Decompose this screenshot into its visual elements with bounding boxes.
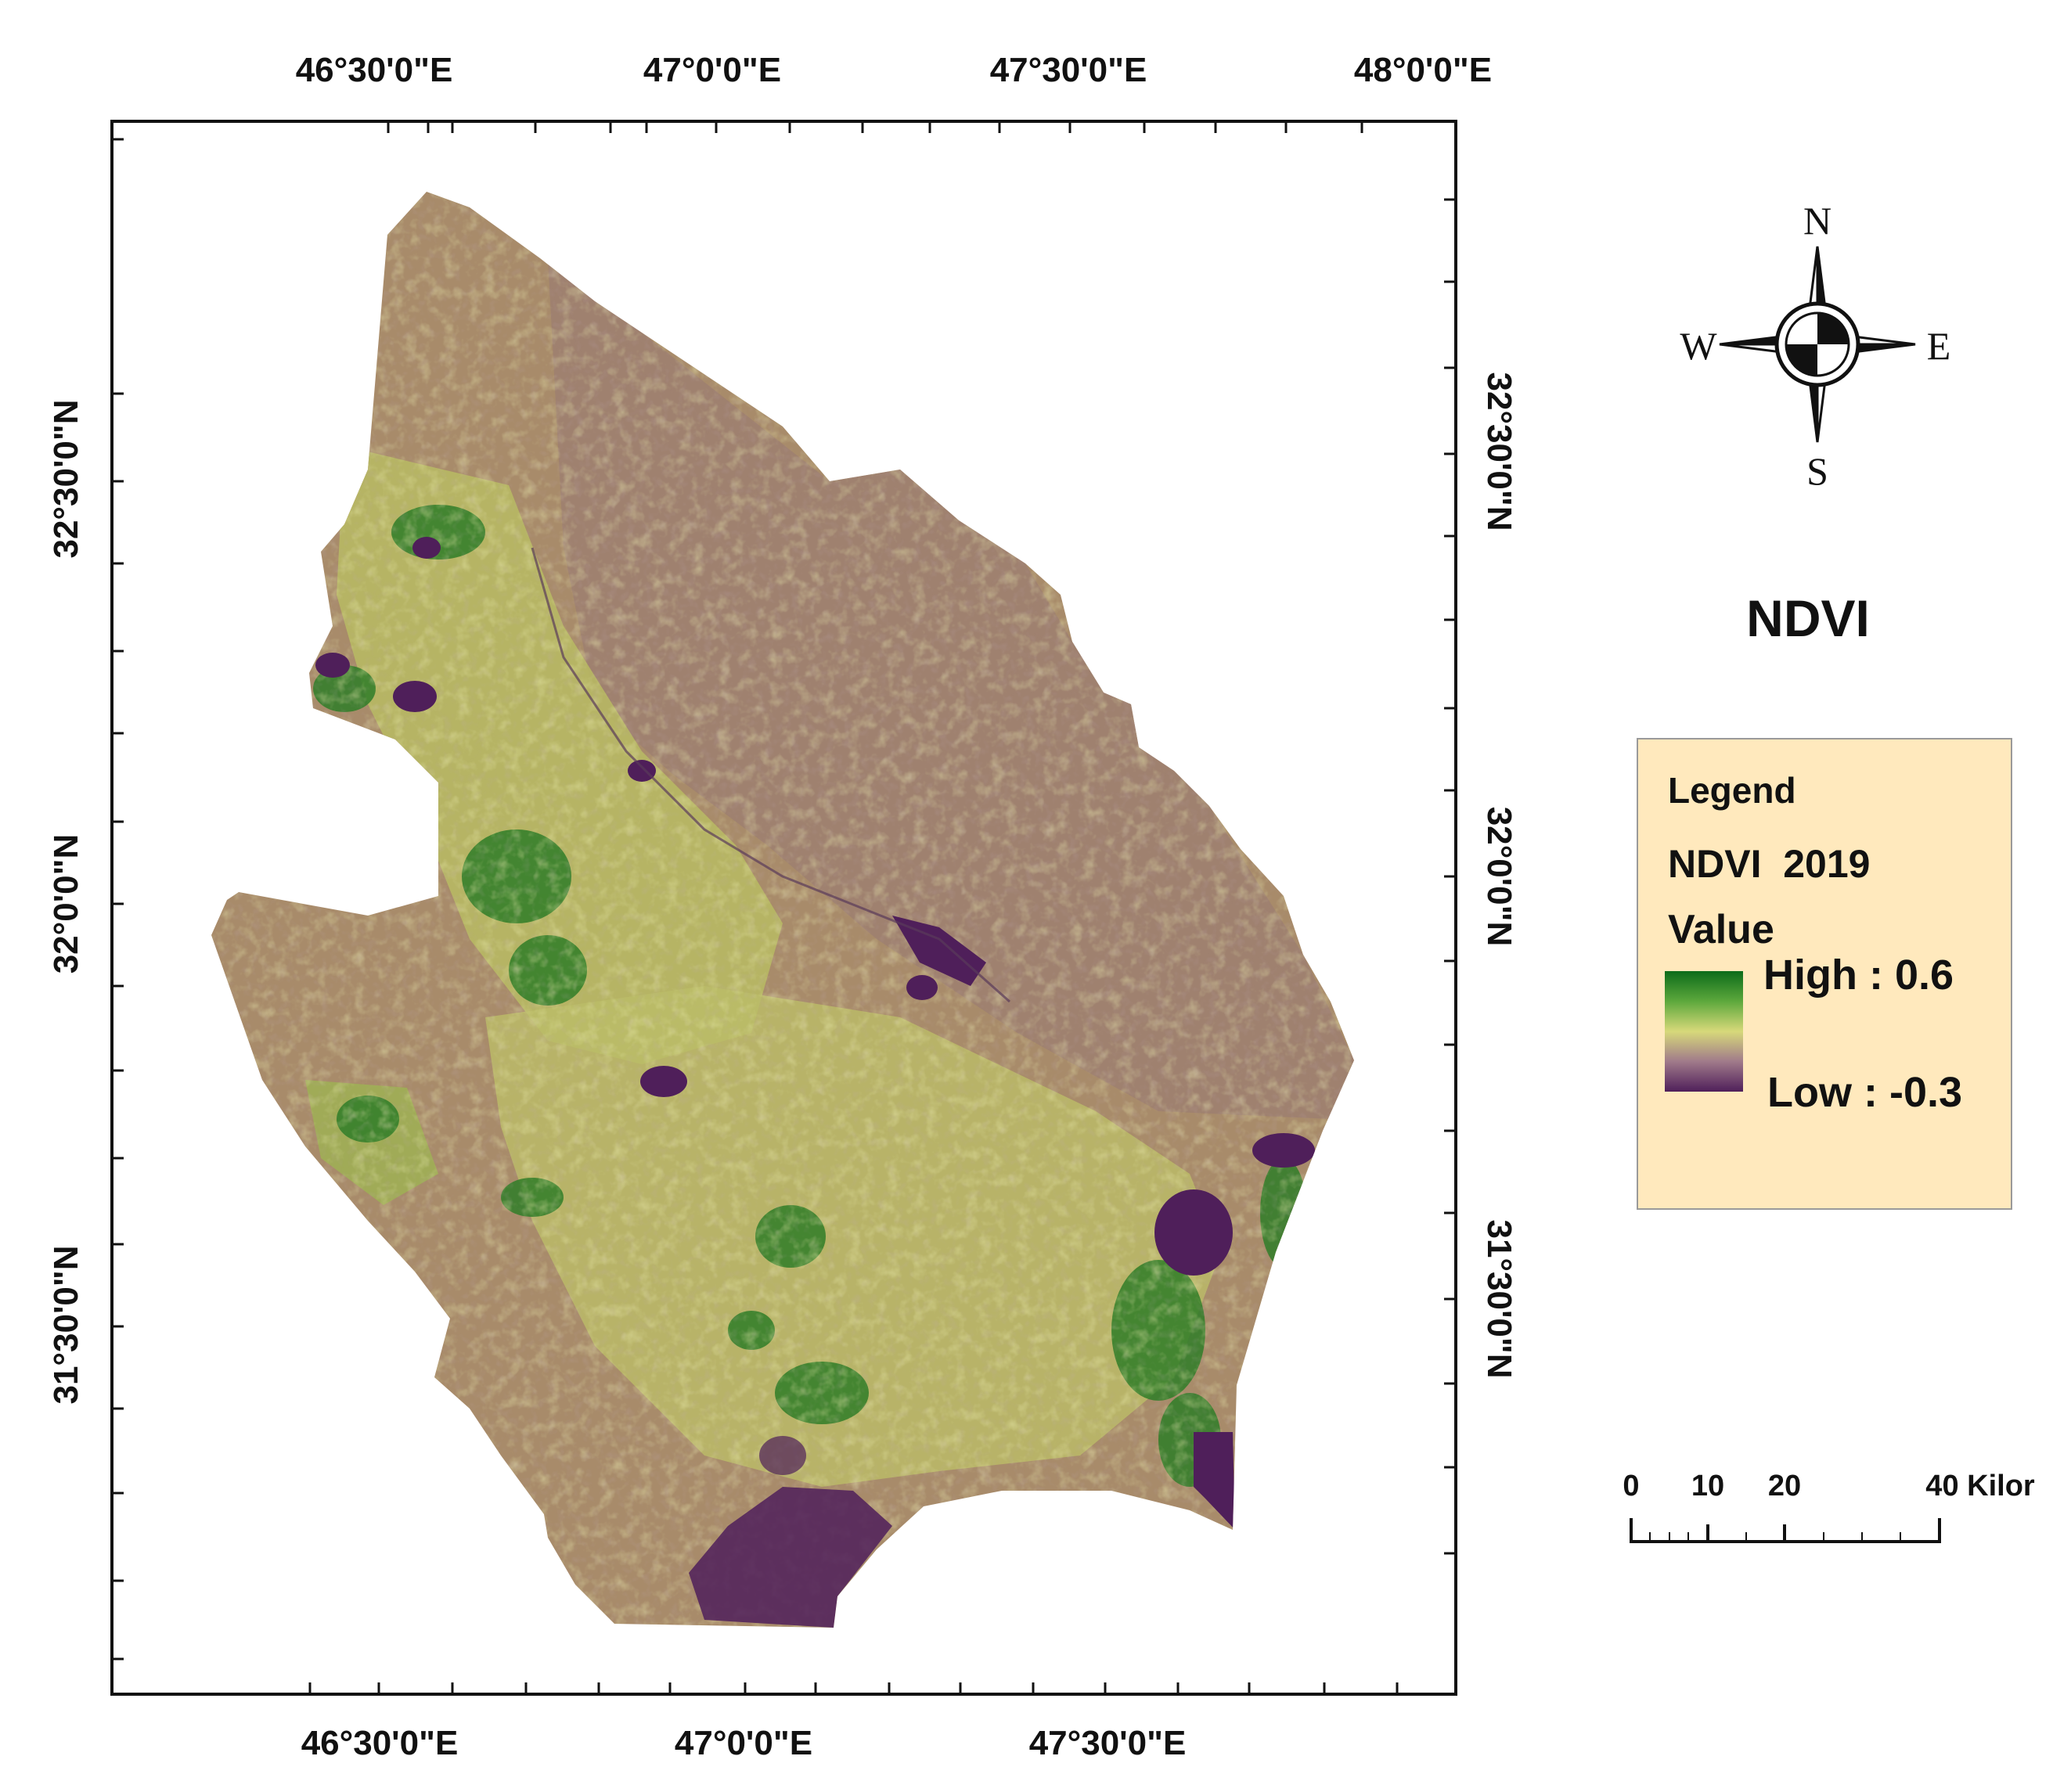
top-ticks: [387, 121, 1363, 133]
water-bodies: [315, 537, 1315, 1628]
top-label-3: 47°30'0"E: [989, 51, 1147, 89]
bottom-ticks: [308, 1682, 1399, 1694]
compass-rose: [1719, 246, 1916, 443]
legend-layer-name: NDVI 2019: [1668, 842, 1871, 886]
legend-low-label: Low : -0.3: [1767, 1069, 1963, 1116]
left-label-3: 31°30'0"N: [47, 1245, 85, 1405]
top-label-1: 46°30'0"E: [295, 51, 453, 89]
scale-label-20: 20: [1767, 1470, 1802, 1502]
scale-label-10: 10: [1691, 1470, 1725, 1502]
river: [531, 547, 1010, 1003]
compass-north: N: [1803, 199, 1832, 243]
top-label-4: 48°0'0"E: [1353, 51, 1493, 89]
scale-label-40: 40 Kilor: [1925, 1470, 2035, 1502]
legend-box: Legend NDVI 2019 Value High : 0.6 Low : …: [1637, 738, 2012, 1210]
right-label-1: 32°30'0"N: [1480, 372, 1518, 531]
legend-heading: Legend: [1668, 770, 1796, 811]
legend-field-name: Value: [1668, 907, 1774, 952]
left-label-2: 32°0'0"N: [47, 833, 85, 974]
right-ticks: [1444, 198, 1456, 1555]
bottom-label-3: 47°30'0"E: [1028, 1724, 1187, 1762]
bottom-label-1: 46°30'0"E: [301, 1724, 459, 1762]
scale-label-0: 0: [1623, 1470, 1640, 1502]
left-ticks: [112, 138, 124, 1661]
compass-south: S: [1806, 449, 1828, 493]
legend-high-label: High : 0.6: [1763, 952, 1954, 999]
bottom-label-2: 47°0'0"E: [674, 1724, 813, 1762]
right-label-2: 32°0'0"N: [1480, 806, 1518, 947]
map-title: NDVI: [1746, 589, 1870, 647]
compass-east: E: [1926, 324, 1951, 368]
right-label-3: 31°30'0"N: [1480, 1219, 1518, 1379]
compass-west: W: [1680, 324, 1717, 368]
left-label-1: 32°30'0"N: [47, 399, 85, 559]
scale-bar: [1630, 1518, 1941, 1543]
legend-color-ramp: [1665, 971, 1743, 1092]
top-label-2: 47°0'0"E: [643, 51, 782, 89]
